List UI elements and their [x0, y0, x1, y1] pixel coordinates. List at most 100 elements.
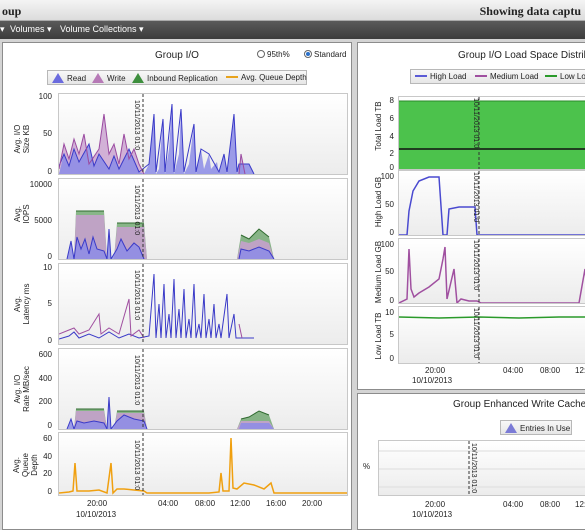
io-size-timestamp: 10/11/2013 01:0 [133, 100, 140, 151]
window-title: oup [2, 4, 22, 18]
total-load-tick: 4 [389, 132, 394, 141]
medium-load-tick: 0 [389, 296, 394, 305]
write-cache-plot [379, 441, 585, 495]
group-io-legend: Read Write Inbound Replication Avg. Queu… [47, 70, 307, 85]
iops-tick: 0 [47, 252, 52, 261]
legend-queue-depth[interactable]: Avg. Queue Depth [226, 73, 307, 82]
legend-write[interactable]: Write [92, 73, 126, 83]
low-load-swatch-icon [545, 75, 557, 77]
total-load-timestamp: 10/11/2013 01:0 [472, 98, 479, 149]
queue-tick: 60 [43, 434, 52, 443]
legend-read[interactable]: Read [52, 73, 86, 83]
medium-load-line [399, 246, 585, 303]
iops-read-area [67, 229, 274, 259]
total-load-tick: 6 [389, 114, 394, 123]
load-x-tick: 12: [575, 366, 585, 375]
high-load-chart[interactable] [398, 170, 585, 236]
low-load-tick: 10 [385, 308, 394, 317]
menu-bar: ▾ Volumes ▾ Volume Collections ▾ [0, 21, 585, 39]
x-tick: 16:00 [266, 499, 287, 508]
iops-timestamp: 10/11/2013 01:0 [133, 185, 140, 236]
legend-low-load[interactable]: Low Loa [545, 72, 585, 81]
low-load-tick: 5 [389, 330, 394, 339]
queue-tick: 40 [43, 452, 52, 461]
latency-plot [59, 264, 254, 344]
io-size-plot [59, 94, 347, 174]
io-size-tick: 0 [47, 167, 52, 176]
rate-tick: 600 [38, 350, 52, 359]
load-x-tick: 04:00 [503, 366, 524, 375]
write-swatch-icon [92, 73, 104, 83]
latency-timestamp: 10/11/2013 01:0 [133, 270, 140, 321]
rate-timestamp: 10/11/2013 01:0 [133, 355, 140, 406]
io-size-chart[interactable] [58, 93, 348, 175]
high-load-line [399, 176, 585, 235]
iops-replication-line [76, 210, 270, 240]
medium-load-chart[interactable] [398, 238, 585, 304]
rate-read-area [67, 397, 274, 429]
high-load-tick: 50 [385, 200, 394, 209]
io-size-tick: 50 [43, 129, 52, 138]
iops-ylabel: Avg. IOPS [13, 204, 31, 224]
high-load-plot [399, 171, 585, 235]
queue-tick: 20 [43, 469, 52, 478]
write-cache-timestamp: 10/11/2013 01:0 [470, 443, 477, 494]
total-load-tick: 0 [389, 163, 394, 172]
radio-95th[interactable]: 95th% [257, 50, 290, 59]
total-load-tick: 2 [389, 149, 394, 158]
total-load-area [399, 101, 585, 169]
iops-read-line [66, 228, 275, 259]
io-size-write-line [59, 113, 246, 174]
radio-standard[interactable]: Standard [304, 50, 346, 59]
legend-entries-in-use[interactable]: Entries In Use [505, 423, 570, 433]
queue-plot [59, 433, 347, 495]
low-load-chart[interactable] [398, 306, 585, 364]
iops-plot [66, 179, 275, 259]
load-x-tick: 08:00 [540, 366, 561, 375]
legend-medium-load[interactable]: Medium Load [475, 72, 538, 81]
cache-x-tick: 04:00 [503, 500, 524, 509]
iops-tick: 5000 [34, 216, 52, 225]
rate-replication-line [76, 408, 270, 420]
x-tick: 20:00 [302, 499, 323, 508]
queue-tick: 0 [47, 487, 52, 496]
read-swatch-icon [52, 73, 64, 83]
queue-chart[interactable] [58, 432, 348, 496]
load-space-legend: High Load Medium Load Low Loa [410, 69, 585, 84]
latency-read-line [59, 273, 254, 340]
load-x-date: 10/10/2013 [412, 376, 453, 385]
low-load-line [399, 316, 585, 319]
cache-x-date: 10/10/2013 [412, 510, 453, 519]
cache-x-tick: 12: [575, 500, 585, 509]
latency-chart[interactable] [58, 263, 348, 345]
x-tick: 12:00 [230, 499, 251, 508]
latency-tick: 10 [43, 263, 52, 272]
write-cache-ylabel: % [363, 462, 371, 471]
group-io-title: Group I/O [155, 50, 199, 61]
io-size-read-area [59, 104, 347, 174]
capture-status: Showing data captu [479, 4, 581, 18]
medium-load-tick: 50 [385, 267, 394, 276]
medium-load-plot [399, 239, 585, 303]
legend-inbound-replication[interactable]: Inbound Replication [132, 73, 218, 83]
menu-overflow-arrow[interactable]: ▾ [0, 24, 5, 34]
io-size-tick: 100 [38, 92, 52, 101]
radio-95th-dot[interactable] [257, 50, 265, 58]
medium-load-tick: 100 [380, 240, 394, 249]
x-date: 10/10/2013 [76, 510, 117, 519]
radio-standard-dot[interactable] [304, 50, 312, 58]
cache-x-tick: 08:00 [540, 500, 561, 509]
io-size-ylabel: Avg. I/O Size KB [13, 124, 31, 154]
window-titlebar: oup Showing data captu [0, 0, 585, 21]
load-space-title: Group I/O Load Space Distrib [458, 50, 585, 61]
iops-chart[interactable] [58, 178, 348, 260]
iops-tick: 10000 [29, 180, 52, 189]
total-load-chart[interactable] [398, 96, 585, 170]
write-cache-chart[interactable] [378, 440, 585, 496]
rate-chart[interactable] [58, 348, 348, 430]
rate-plot [66, 349, 274, 429]
menu-volume-collections[interactable]: Volume Collections ▾ [60, 24, 144, 34]
legend-high-load[interactable]: High Load [415, 72, 466, 81]
queue-timestamp: 10/11/2013 01:0 [133, 440, 140, 491]
menu-volumes[interactable]: Volumes ▾ [10, 24, 52, 34]
